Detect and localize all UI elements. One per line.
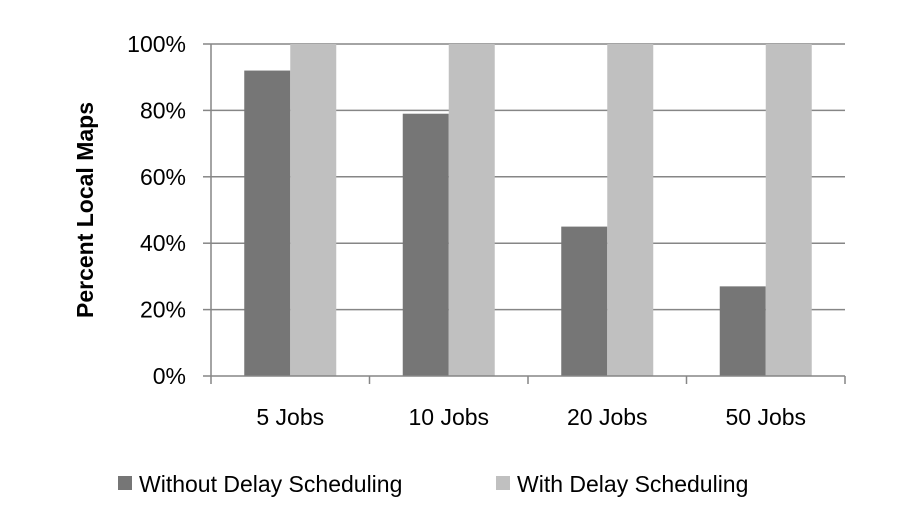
x-tick-label: 10 Jobs <box>408 404 489 430</box>
bar-without-delay <box>402 113 449 376</box>
legend: Without Delay Scheduling With Delay Sched… <box>118 471 748 497</box>
bar-without-delay <box>561 226 608 376</box>
y-tick-label: 40% <box>140 230 186 256</box>
y-tick-label: 60% <box>140 164 186 190</box>
bar-with-delay <box>765 44 812 376</box>
bars <box>244 44 812 376</box>
x-tick-label: 5 Jobs <box>256 404 324 430</box>
legend-label: With Delay Scheduling <box>517 471 748 497</box>
legend-swatch <box>496 476 510 490</box>
y-axis-label: Percent Local Maps <box>72 102 98 318</box>
x-tick-label: 50 Jobs <box>725 404 806 430</box>
axes: 0% 20% 40% 60% 80% 100% 5 Jobs 10 Jobs 20 Jobs 50… <box>127 31 846 430</box>
bar-without-delay <box>719 286 766 376</box>
bar-with-delay <box>290 44 337 376</box>
bar-with-delay <box>448 44 495 376</box>
y-tick-label: 100% <box>127 31 186 57</box>
y-tick-label: 80% <box>140 97 186 123</box>
x-tick-label: 20 Jobs <box>567 404 648 430</box>
legend-swatch <box>118 476 132 490</box>
y-tick-label: 0% <box>153 363 186 389</box>
y-tick-label: 20% <box>140 297 186 323</box>
legend-label: Without Delay Scheduling <box>139 471 402 497</box>
bar-without-delay <box>244 70 291 376</box>
bar-with-delay <box>607 44 654 376</box>
